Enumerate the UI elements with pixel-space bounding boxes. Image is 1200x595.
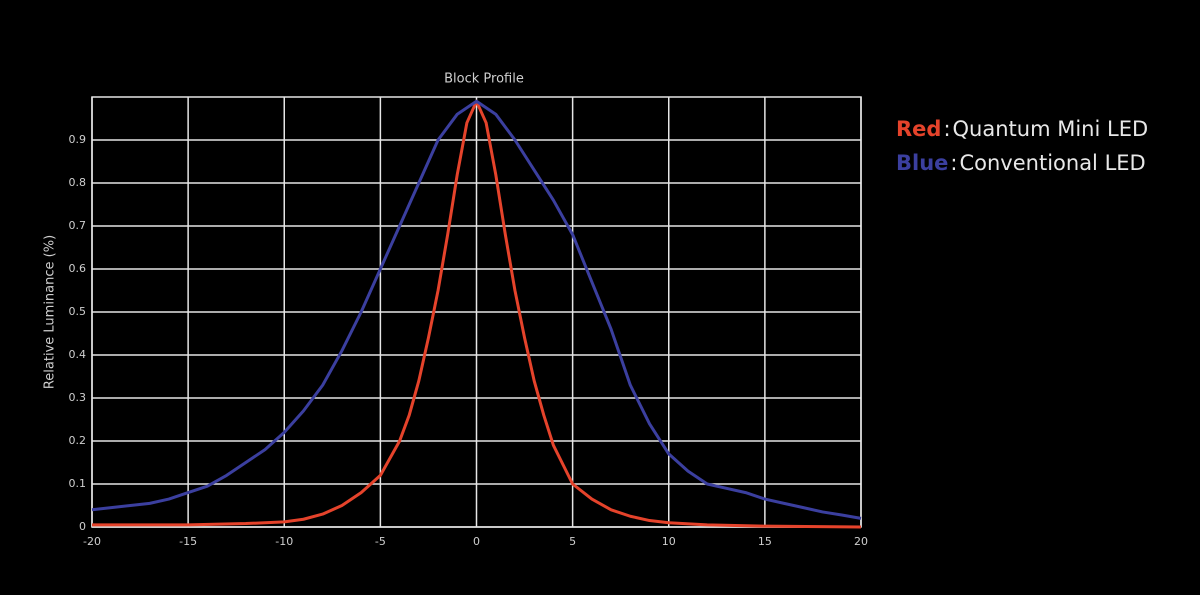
series-line [91, 99, 862, 520]
legend-label: Conventional LED [959, 151, 1145, 175]
chart-title: Block Profile [444, 72, 524, 87]
y-tick-label: 0 [79, 520, 86, 533]
y-tick-label: 0.5 [69, 305, 87, 318]
legend-entry: Blue:Conventional LED [896, 151, 1146, 175]
y-tick-label: 0.1 [69, 477, 87, 490]
y-tick-label: 0.4 [69, 348, 87, 361]
y-tick-label: 0.9 [69, 133, 87, 146]
x-tick-label: 0 [473, 535, 480, 548]
legend-key: Blue [896, 151, 948, 175]
x-tick-label: -10 [275, 535, 293, 548]
x-tick-label: -15 [179, 535, 197, 548]
legend-entry: Red:Quantum Mini LED [896, 117, 1148, 141]
y-tick-label: 0.3 [69, 391, 87, 404]
y-axis-label: Relative Luminance (%) [43, 235, 58, 389]
x-tick-label: 15 [758, 535, 772, 548]
y-tick-label: 0.2 [69, 434, 87, 447]
x-tick-label: -20 [83, 535, 101, 548]
x-tick-label: 20 [854, 535, 868, 548]
legend-separator: : [950, 151, 957, 175]
x-tick-label: -5 [375, 535, 386, 548]
legend-separator: : [943, 117, 950, 141]
y-tick-label: 0.7 [69, 219, 87, 232]
legend-label: Quantum Mini LED [953, 117, 1149, 141]
x-tick-label: 5 [569, 535, 576, 548]
y-tick-label: 0.6 [69, 262, 87, 275]
y-tick-label: 0.8 [69, 176, 87, 189]
x-tick-label: 10 [662, 535, 676, 548]
legend-key: Red [896, 117, 941, 141]
